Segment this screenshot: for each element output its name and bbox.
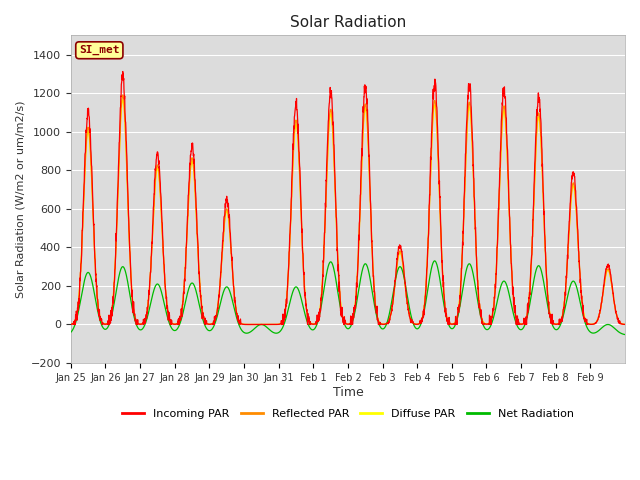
Title: Solar Radiation: Solar Radiation (290, 15, 406, 30)
X-axis label: Time: Time (333, 385, 364, 398)
Text: SI_met: SI_met (79, 45, 120, 55)
Y-axis label: Solar Radiation (W/m2 or um/m2/s): Solar Radiation (W/m2 or um/m2/s) (15, 100, 25, 298)
Legend: Incoming PAR, Reflected PAR, Diffuse PAR, Net Radiation: Incoming PAR, Reflected PAR, Diffuse PAR… (118, 404, 579, 423)
